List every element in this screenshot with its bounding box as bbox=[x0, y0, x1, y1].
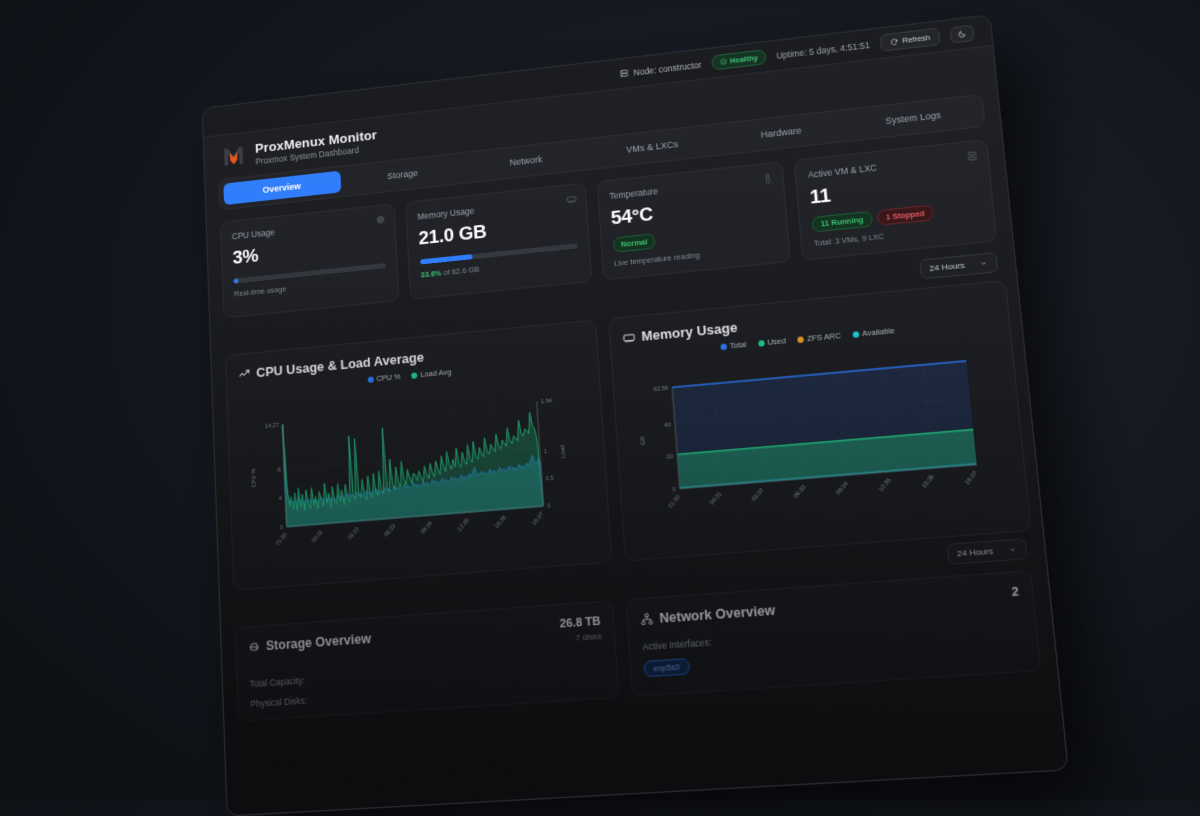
svg-text:06:33: 06:33 bbox=[793, 484, 808, 500]
svg-text:09:34: 09:34 bbox=[420, 521, 434, 536]
legend-available: Available bbox=[852, 326, 895, 339]
storage-summary: 26.8 TB 7 disks bbox=[559, 615, 601, 644]
theme-toggle-button[interactable] bbox=[949, 24, 974, 43]
network-title-wrap: Network Overview bbox=[640, 603, 776, 628]
legend-cpu: CPU % bbox=[367, 372, 401, 384]
temperature-card: Temperature 54°C Normal Live temperature… bbox=[596, 161, 791, 280]
legend-zfs-label: ZFS ARC bbox=[807, 331, 842, 344]
health-label: Healthy bbox=[730, 53, 759, 65]
storage-total-capacity: 26.8 TB bbox=[559, 615, 601, 631]
svg-text:03:32: 03:32 bbox=[751, 488, 765, 504]
chevron-down-icon bbox=[1008, 545, 1017, 553]
server-icon bbox=[619, 68, 629, 78]
cpu-usage-card: CPU Usage 3% Real-time usage bbox=[220, 203, 399, 318]
svg-text:00:31: 00:31 bbox=[709, 491, 723, 506]
svg-text:CPU %: CPU % bbox=[251, 468, 257, 487]
legend-used-label: Used bbox=[767, 336, 786, 347]
dashboard-panel: Node: constructor Healthy Uptime: 5 days… bbox=[202, 14, 1069, 816]
moon-icon bbox=[957, 29, 966, 38]
proxmenux-m-logo bbox=[221, 142, 246, 170]
svg-text:00:31: 00:31 bbox=[311, 529, 325, 544]
svg-text:21:30: 21:30 bbox=[275, 532, 289, 547]
temperature-status-badge: Normal bbox=[612, 233, 656, 253]
time-range-value-mid: 24 Hours bbox=[957, 546, 994, 559]
thermometer-icon bbox=[763, 172, 774, 183]
svg-text:8: 8 bbox=[277, 467, 280, 473]
svg-text:14.27: 14.27 bbox=[265, 423, 279, 430]
cpu-chip-icon bbox=[375, 214, 385, 225]
memory-stick-icon bbox=[622, 331, 635, 345]
refresh-icon bbox=[889, 37, 898, 46]
check-circle-icon bbox=[719, 58, 727, 66]
memory-percent: 33.6% bbox=[420, 268, 441, 279]
svg-text:4: 4 bbox=[279, 496, 282, 502]
uptime-label: Uptime: 5 days, 4:51:51 bbox=[776, 39, 870, 60]
time-range-value-top: 24 Hours bbox=[929, 260, 965, 273]
node-label: Node: constructor bbox=[633, 59, 702, 77]
svg-text:06:33: 06:33 bbox=[383, 524, 397, 539]
storage-disk-count: 7 disks bbox=[560, 631, 601, 644]
legend-cpu-label: CPU % bbox=[376, 372, 401, 383]
legend-load: Load Avg bbox=[411, 367, 451, 380]
vm-lxc-card: Active VM & LXC 11 11 Running 1 Stopped … bbox=[794, 139, 997, 261]
svg-text:40: 40 bbox=[664, 422, 671, 429]
server-stack-icon bbox=[966, 151, 978, 163]
legend-zfs-arc: ZFS ARC bbox=[797, 331, 841, 344]
legend-available-label: Available bbox=[862, 326, 895, 339]
storage-title: Storage Overview bbox=[266, 631, 372, 653]
storage-title-wrap: Storage Overview bbox=[248, 631, 371, 654]
node-indicator: Node: constructor bbox=[619, 59, 702, 79]
storage-overview-card: Storage Overview 26.8 TB 7 disks Total C… bbox=[235, 600, 620, 722]
memory-total: of 62.6 GB bbox=[441, 265, 479, 278]
svg-text:0: 0 bbox=[672, 487, 676, 494]
svg-text:15:36: 15:36 bbox=[921, 474, 936, 490]
network-icon bbox=[640, 612, 654, 626]
network-overview-card: Network Overview 2 Active Interfaces: en… bbox=[625, 570, 1041, 697]
svg-text:0: 0 bbox=[280, 525, 283, 531]
legend-load-label: Load Avg bbox=[420, 367, 451, 379]
svg-text:18:37: 18:37 bbox=[964, 470, 979, 486]
refresh-button[interactable]: Refresh bbox=[879, 28, 940, 52]
network-interface-chip: enp5s0 bbox=[643, 658, 689, 677]
memory-chart-card: Memory Usage Total Used ZFS ARC Availabl… bbox=[608, 280, 1031, 562]
svg-text:0: 0 bbox=[547, 503, 551, 509]
svg-text:12:35: 12:35 bbox=[878, 477, 893, 493]
legend-total: Total bbox=[720, 340, 747, 352]
network-title: Network Overview bbox=[659, 603, 776, 626]
memory-stick-icon bbox=[566, 194, 577, 205]
svg-text:15:36: 15:36 bbox=[494, 515, 508, 530]
cpu-load-chart-card: CPU Usage & Load Average CPU % Load Avg … bbox=[225, 319, 613, 590]
svg-text:09:34: 09:34 bbox=[835, 481, 850, 497]
svg-text:1: 1 bbox=[544, 449, 548, 455]
refresh-label: Refresh bbox=[902, 33, 931, 45]
status-badge: Healthy bbox=[711, 49, 767, 70]
memory-usage-card: Memory Usage 21.0 GB 33.6% of 62.6 GB bbox=[405, 183, 592, 300]
stopped-badge: 1 Stopped bbox=[877, 205, 934, 226]
running-badge: 11 Running bbox=[812, 211, 873, 233]
svg-text:0.5: 0.5 bbox=[546, 476, 554, 483]
trending-up-icon bbox=[238, 367, 251, 381]
legend-used: Used bbox=[758, 336, 787, 348]
legend-total-label: Total bbox=[729, 340, 746, 351]
network-interface-count: 2 bbox=[1011, 586, 1019, 600]
memory-chart-plot: 0 20 40 62.56 21:30 00:31 03:32 06:33 09:34 12:35… bbox=[625, 330, 1016, 549]
svg-text:Load: Load bbox=[560, 445, 567, 458]
hard-drive-icon bbox=[248, 640, 260, 653]
cpu-chart-plot: 0 4 8 14.27 0 0.5 1 1.94 21:30 00:31 03:32 06:33 09:… bbox=[239, 368, 598, 578]
memory-chart-title: Memory Usage bbox=[641, 319, 738, 344]
svg-text:62.56: 62.56 bbox=[653, 386, 668, 393]
svg-text:1.94: 1.94 bbox=[541, 398, 552, 405]
chevron-down-icon bbox=[979, 259, 987, 267]
svg-text:20: 20 bbox=[666, 454, 673, 461]
svg-text:12:35: 12:35 bbox=[457, 518, 471, 533]
svg-text:03:32: 03:32 bbox=[347, 526, 361, 541]
svg-text:18:37: 18:37 bbox=[531, 512, 545, 527]
svg-text:21:30: 21:30 bbox=[668, 494, 682, 509]
storage-header: Storage Overview 26.8 TB 7 disks bbox=[248, 615, 602, 665]
svg-text:GB: GB bbox=[640, 436, 647, 445]
